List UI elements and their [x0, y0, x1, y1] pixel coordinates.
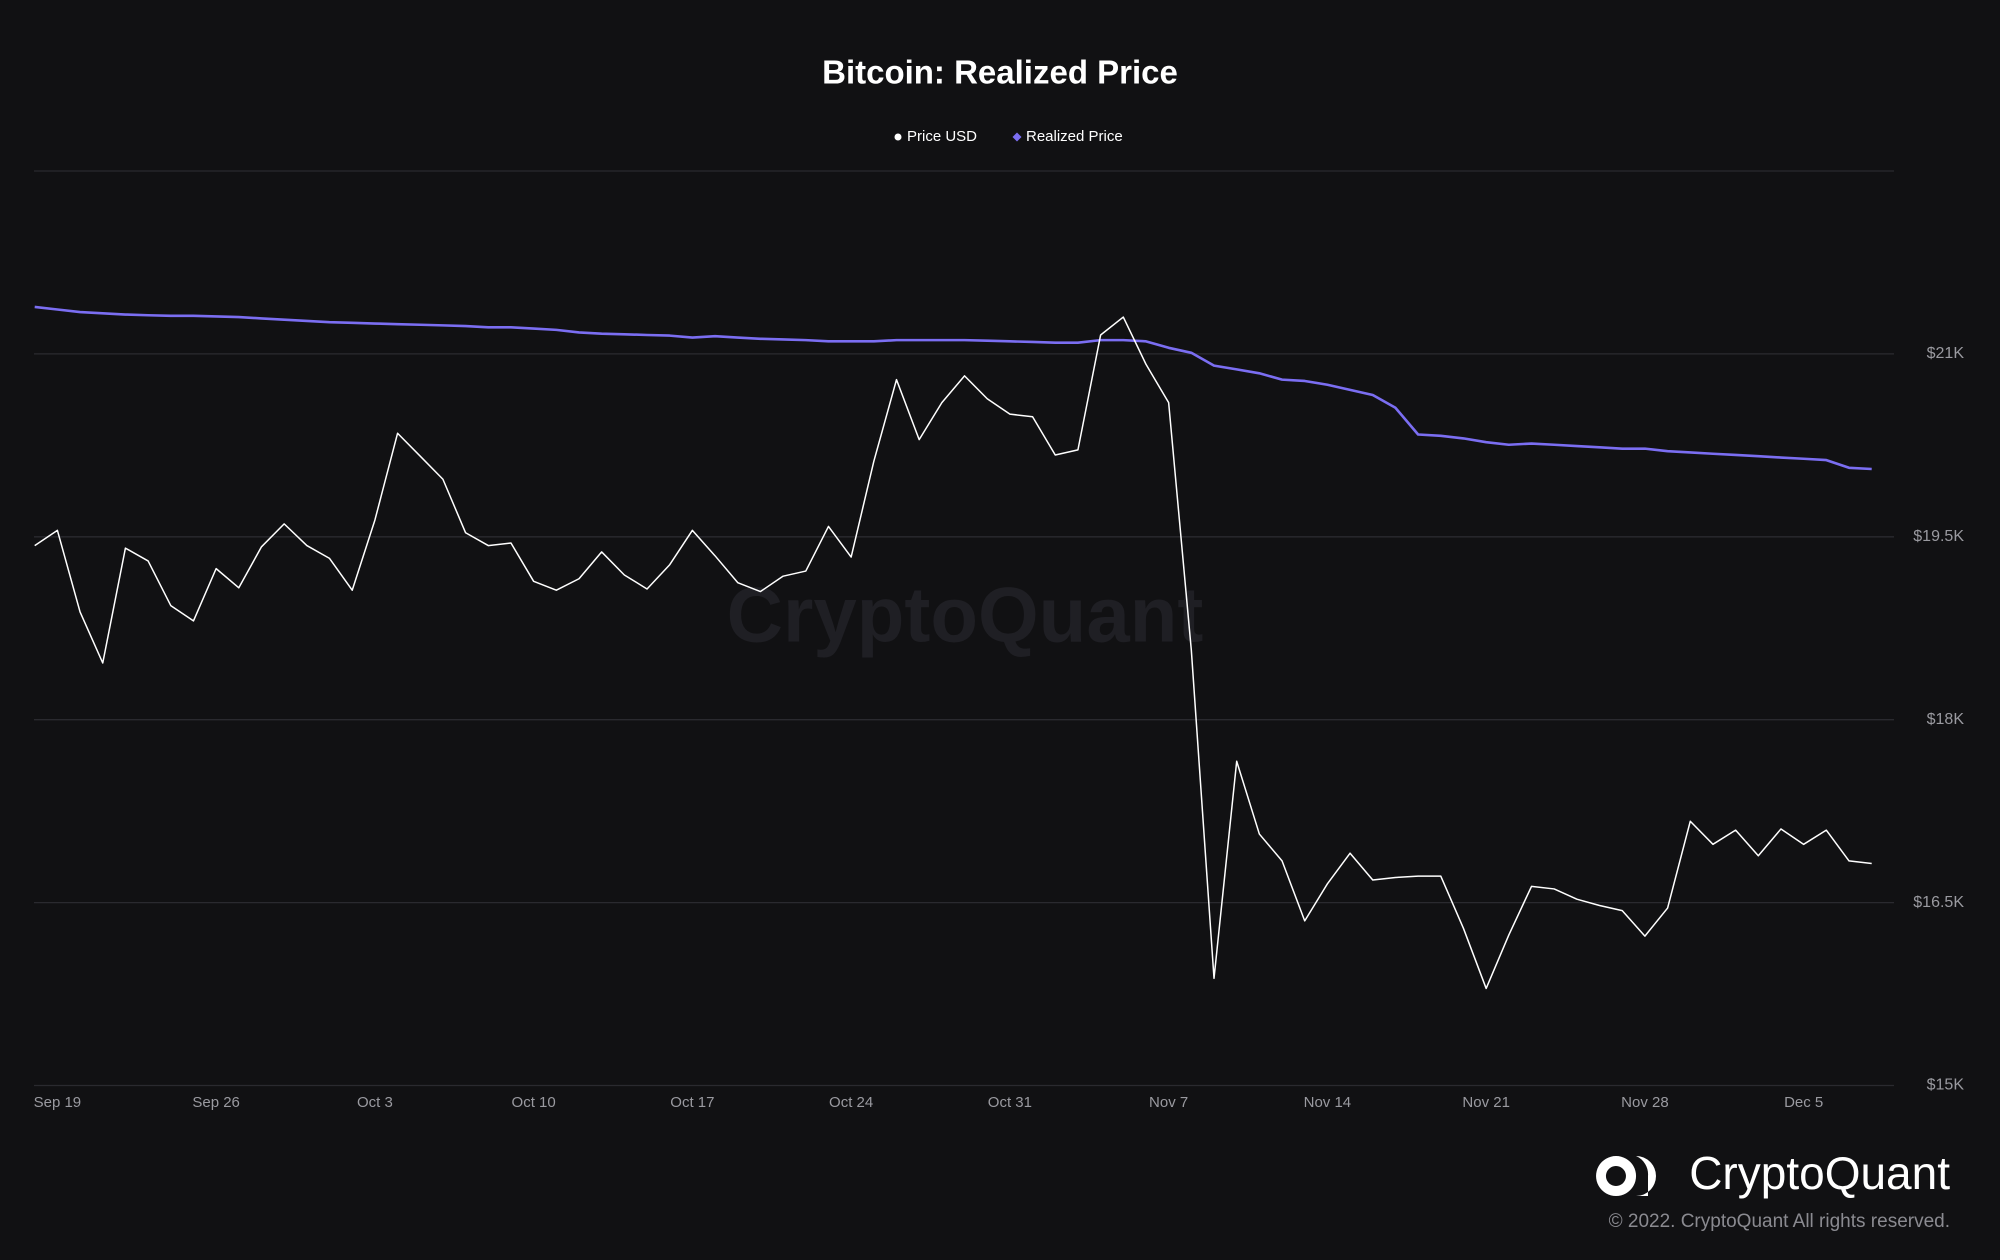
- watermark: CryptoQuant: [727, 571, 1204, 659]
- y-tick-label: $15K: [1927, 1077, 1965, 1094]
- legend-marker: [1012, 132, 1022, 142]
- brand-name: CryptoQuant: [1689, 1147, 1950, 1199]
- y-tick-label: $18K: [1927, 711, 1965, 728]
- legend-marker: [894, 133, 902, 141]
- x-tick-label: Nov 21: [1462, 1094, 1510, 1111]
- logo-icon: [1596, 1156, 1637, 1196]
- y-tick-label: $19.5K: [1913, 528, 1964, 545]
- x-tick-label: Oct 10: [512, 1094, 556, 1111]
- x-tick-label: Sep 26: [192, 1094, 240, 1111]
- x-tick-label: Nov 14: [1304, 1094, 1352, 1111]
- brand-logo: [1596, 1156, 1656, 1196]
- x-tick-label: Dec 5: [1784, 1094, 1823, 1111]
- chart-title: Bitcoin: Realized Price: [822, 54, 1178, 91]
- series-line: [34, 316, 1872, 990]
- x-tick-label: Oct 24: [829, 1094, 873, 1111]
- legend-label: Price USD: [907, 128, 977, 145]
- x-tick-label: Nov 7: [1149, 1094, 1188, 1111]
- x-tick-label: Oct 31: [988, 1094, 1032, 1111]
- series-line: [34, 305, 1872, 471]
- y-tick-label: $21K: [1927, 345, 1965, 362]
- legend-label: Realized Price: [1026, 128, 1123, 145]
- x-tick-label: Oct 17: [670, 1094, 714, 1111]
- x-tick-label: Nov 28: [1621, 1094, 1669, 1111]
- legend: Price USD Realized Price: [894, 128, 1123, 145]
- logo-icon-tail: [1636, 1156, 1656, 1196]
- y-tick-label: $16.5K: [1913, 894, 1964, 911]
- x-tick-label: Sep 19: [34, 1094, 82, 1111]
- x-tick-label: Oct 3: [357, 1094, 393, 1111]
- copyright: © 2022. CryptoQuant All rights reserved.: [1609, 1211, 1950, 1232]
